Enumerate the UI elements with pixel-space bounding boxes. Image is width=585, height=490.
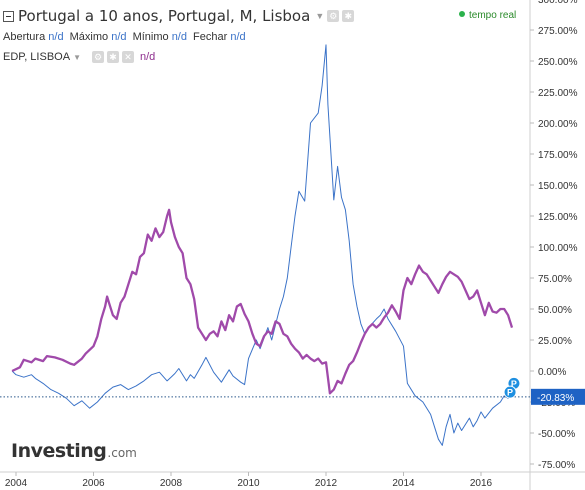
y-tick-label: 175.00%: [538, 150, 578, 161]
high-value: n/d: [111, 31, 127, 43]
logo-tld-text: .com: [107, 446, 137, 460]
current-value-badge: [531, 388, 585, 405]
y-tick-label: 75.00%: [538, 274, 572, 285]
realtime-status: tempo real: [459, 10, 516, 21]
open-label: Abertura: [3, 31, 46, 43]
investing-logo: Investing .com: [11, 440, 137, 462]
low-label: Mínimo: [132, 31, 169, 43]
overlay-layer: -20.83% PP: [0, 376, 585, 405]
current-value-label: -20.83%: [537, 393, 574, 404]
close-label: Fechar: [193, 31, 228, 43]
event-marker-label: P: [507, 388, 513, 398]
x-tick-label: 2004: [5, 478, 28, 489]
plot-layer: [11, 44, 515, 446]
chevron-down-icon[interactable]: ▼: [73, 52, 81, 62]
high-label: Máximo: [69, 31, 109, 43]
logo-main-text: Investing: [11, 440, 107, 462]
comparison-label[interactable]: EDP, LISBOA: [3, 51, 71, 63]
settings-gear-icon[interactable]: ⚙: [327, 10, 340, 22]
y-tick-label: 50.00%: [538, 305, 572, 316]
open-value: n/d: [48, 31, 64, 43]
x-tick-label: 2006: [82, 478, 105, 489]
y-tick-label: 125.00%: [538, 212, 578, 223]
y-tick-label: -75.00%: [538, 460, 575, 471]
y-tick-label: 100.00%: [538, 243, 578, 254]
status-dot-icon: [459, 11, 465, 17]
x-tick-label: 2014: [392, 478, 415, 489]
realtime-label: tempo real: [469, 10, 517, 21]
collapse-toggle[interactable]: [3, 10, 14, 22]
low-value: n/d: [171, 31, 187, 43]
y-tick-label: 275.00%: [538, 26, 578, 37]
series-line-edp: [11, 208, 514, 395]
gear-icon[interactable]: ✱: [342, 10, 355, 22]
close-icon[interactable]: ✕: [121, 51, 134, 63]
event-marker-label: P: [511, 379, 517, 389]
close-value: n/d: [230, 31, 246, 43]
y-tick-label: 225.00%: [538, 88, 578, 99]
y-tick-label: 150.00%: [538, 181, 578, 192]
y-tick-label: 25.00%: [538, 336, 572, 347]
ohlc-legend: Abertura n/d Máximo n/d Mínimo n/d Fecha…: [3, 31, 249, 43]
comparison-value: n/d: [139, 51, 156, 63]
event-marker-icon: [503, 385, 517, 399]
chart-header: Portugal a 10 anos, Portugal, M, Lisboa …: [3, 5, 355, 27]
x-axis-ticks: 2004 2006 2008 2010 2012 2014 2016: [5, 472, 493, 489]
chart-title[interactable]: Portugal a 10 anos, Portugal, M, Lisboa: [18, 7, 311, 25]
y-tick-label: 300.00%: [538, 0, 578, 6]
y-tick-label: 250.00%: [538, 57, 578, 68]
settings-gear-icon[interactable]: ⚙: [91, 51, 104, 63]
series-line-portugal-10y: [11, 44, 515, 446]
x-tick-label: 2008: [160, 478, 183, 489]
chevron-down-icon[interactable]: ▼: [315, 11, 325, 21]
comparison-legend: EDP, LISBOA ▼ ⚙ ✱ ✕ n/d: [3, 51, 155, 63]
y-tick-label: 200.00%: [538, 119, 578, 130]
y-tick-label: -50.00%: [538, 429, 575, 440]
x-tick-label: 2010: [237, 478, 260, 489]
gear-icon[interactable]: ✱: [106, 51, 119, 63]
x-tick-label: 2016: [470, 478, 493, 489]
y-tick-label: 0.00%: [538, 367, 566, 378]
x-tick-label: 2012: [315, 478, 338, 489]
